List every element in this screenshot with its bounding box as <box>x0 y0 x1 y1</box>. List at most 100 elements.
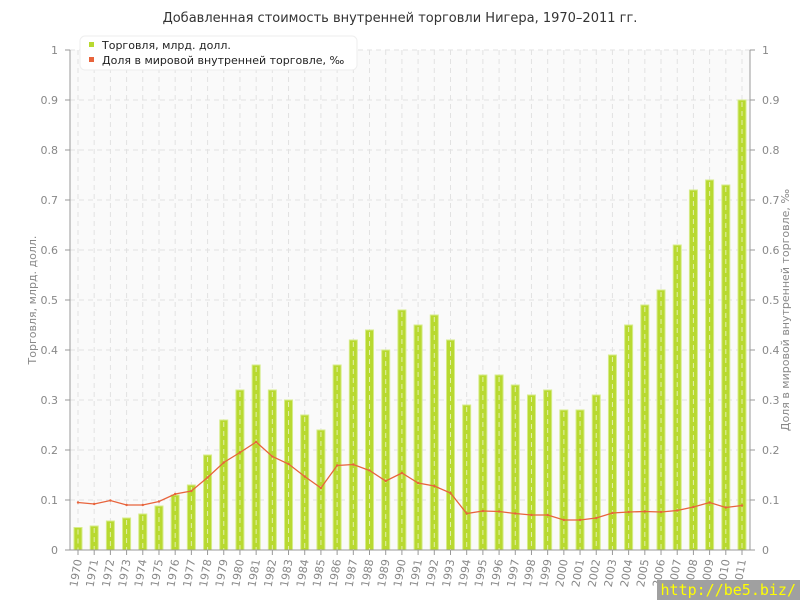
line-point-1983[interactable] <box>287 462 290 466</box>
x-tick-label: 1982 <box>262 558 280 588</box>
line-point-1996[interactable] <box>497 510 501 513</box>
line-point-2001[interactable] <box>578 518 582 522</box>
line-point-1974[interactable] <box>141 503 144 507</box>
line-point-1998[interactable] <box>530 513 533 517</box>
x-tick-label: 1974 <box>132 558 150 588</box>
line-point-1979[interactable] <box>222 461 225 464</box>
line-point-1993[interactable] <box>449 491 452 495</box>
x-tick-label: 1985 <box>310 558 328 588</box>
line-point-2010[interactable] <box>724 506 728 509</box>
legend: Торговля, млрд. долл. Доля в мировой внут… <box>79 35 358 71</box>
y-right-tick-label: 0.6 <box>762 244 780 257</box>
y-right-tick-label: 0.5 <box>762 294 780 307</box>
line-point-1999[interactable] <box>546 513 549 517</box>
line-point-1989[interactable] <box>384 479 387 483</box>
line-point-2009[interactable] <box>708 501 711 504</box>
line-point-1987[interactable] <box>352 463 355 466</box>
line-point-1972[interactable] <box>109 499 112 502</box>
x-tick-label: 1993 <box>440 558 458 588</box>
x-tick-label: 1988 <box>359 558 377 588</box>
line-point-1982[interactable] <box>271 455 274 458</box>
y-tick-label: 0.2 <box>41 444 59 457</box>
x-tick-label: 1995 <box>472 558 490 588</box>
line-point-1990[interactable] <box>400 471 404 475</box>
line-point-2003[interactable] <box>611 511 614 515</box>
y-tick-label: 0.9 <box>41 94 59 107</box>
line-point-1975[interactable] <box>157 500 161 503</box>
y-tick-label: 0.5 <box>41 294 59 307</box>
x-tick-label: 1987 <box>343 558 361 588</box>
legend-swatch <box>89 42 94 47</box>
y-right-tick-label: 0.2 <box>762 444 780 457</box>
legend-swatch <box>89 57 94 62</box>
x-tick-label: 1986 <box>326 558 344 588</box>
x-tick-label: 1981 <box>245 558 263 588</box>
bar-2007[interactable] <box>672 244 682 551</box>
y-right-tick-label: 0.9 <box>762 94 780 107</box>
y-tick-label: 0.4 <box>41 344 59 357</box>
x-tick-label: 1976 <box>164 558 182 588</box>
line-point-1997[interactable] <box>514 512 517 515</box>
x-tick-label: 2005 <box>634 558 652 588</box>
bar-1992[interactable] <box>429 314 439 551</box>
line-point-1986[interactable] <box>335 464 339 467</box>
bar-2008[interactable] <box>688 189 698 551</box>
line-point-2007[interactable] <box>676 509 679 512</box>
line-point-1980[interactable] <box>238 451 242 454</box>
line-point-1991[interactable] <box>416 481 420 485</box>
y-tick-label: 0.8 <box>41 144 59 157</box>
x-tick-label: 1992 <box>424 558 442 588</box>
line-point-2006[interactable] <box>659 510 663 514</box>
line-point-1984[interactable] <box>303 475 306 478</box>
y-tick-label: 1 <box>51 44 58 57</box>
line-point-1976[interactable] <box>173 492 177 496</box>
legend-box <box>79 35 358 71</box>
watermark-link[interactable]: http://be5.biz/ <box>656 580 800 600</box>
y-right-tick-label: 0.4 <box>762 344 780 357</box>
x-tick-label: 1979 <box>213 558 231 588</box>
x-tick-label: 1994 <box>456 558 474 588</box>
line-point-1994[interactable] <box>465 512 468 515</box>
plot-area <box>70 50 750 550</box>
x-tick-label: 1971 <box>83 558 101 588</box>
x-tick-label: 1990 <box>391 558 409 588</box>
share-line <box>77 441 743 521</box>
line-point-1985[interactable] <box>319 486 323 490</box>
line-point-1970[interactable] <box>76 501 80 504</box>
line-point-1977[interactable] <box>190 489 193 493</box>
line-point-1971[interactable] <box>92 502 96 506</box>
legend-item-0[interactable]: Торговля, млрд. долл. <box>101 39 231 52</box>
line-point-2008[interactable] <box>692 505 695 509</box>
line-point-1973[interactable] <box>125 503 128 507</box>
y-right-tick-label: 0.7 <box>762 194 780 207</box>
line-point-2000[interactable] <box>562 518 566 522</box>
x-tick-label: 1975 <box>148 558 166 588</box>
chart-title: Добавленная стоимость внутренней торговл… <box>163 11 638 26</box>
line-point-2004[interactable] <box>627 510 630 514</box>
x-tick-label: 1972 <box>100 558 118 588</box>
legend-item-1[interactable]: Доля в мировой внутренней торговле, ‰ <box>102 54 345 67</box>
bar-1976[interactable] <box>170 494 180 551</box>
line-point-1988[interactable] <box>368 469 371 472</box>
line-point-1978[interactable] <box>206 476 209 479</box>
y-right-tick-label: 0.8 <box>762 144 780 157</box>
x-tick-label: 1978 <box>197 558 215 588</box>
y-right-tick-label: 1 <box>762 44 769 57</box>
y-axis-right-title: Доля в мировой внутренней торговле, ‰ <box>779 189 792 432</box>
x-tick-label: 2003 <box>602 558 620 588</box>
line-point-1981[interactable] <box>254 440 258 444</box>
line-point-1995[interactable] <box>481 509 485 513</box>
x-tick-label: 1983 <box>278 558 296 588</box>
x-tick-label: 1977 <box>181 558 199 588</box>
line-point-2011[interactable] <box>740 504 744 507</box>
x-tick-label: 1991 <box>407 558 425 588</box>
line-point-1992[interactable] <box>433 484 436 488</box>
line-point-2005[interactable] <box>643 510 647 513</box>
x-tick-label: 1997 <box>505 558 523 588</box>
y-right-tick-label: 0.1 <box>762 494 780 507</box>
line-point-2002[interactable] <box>595 516 598 520</box>
y-axis-title: Торговля, млрд. долл. <box>26 236 39 366</box>
y-right-tick-label: 0 <box>762 544 769 557</box>
